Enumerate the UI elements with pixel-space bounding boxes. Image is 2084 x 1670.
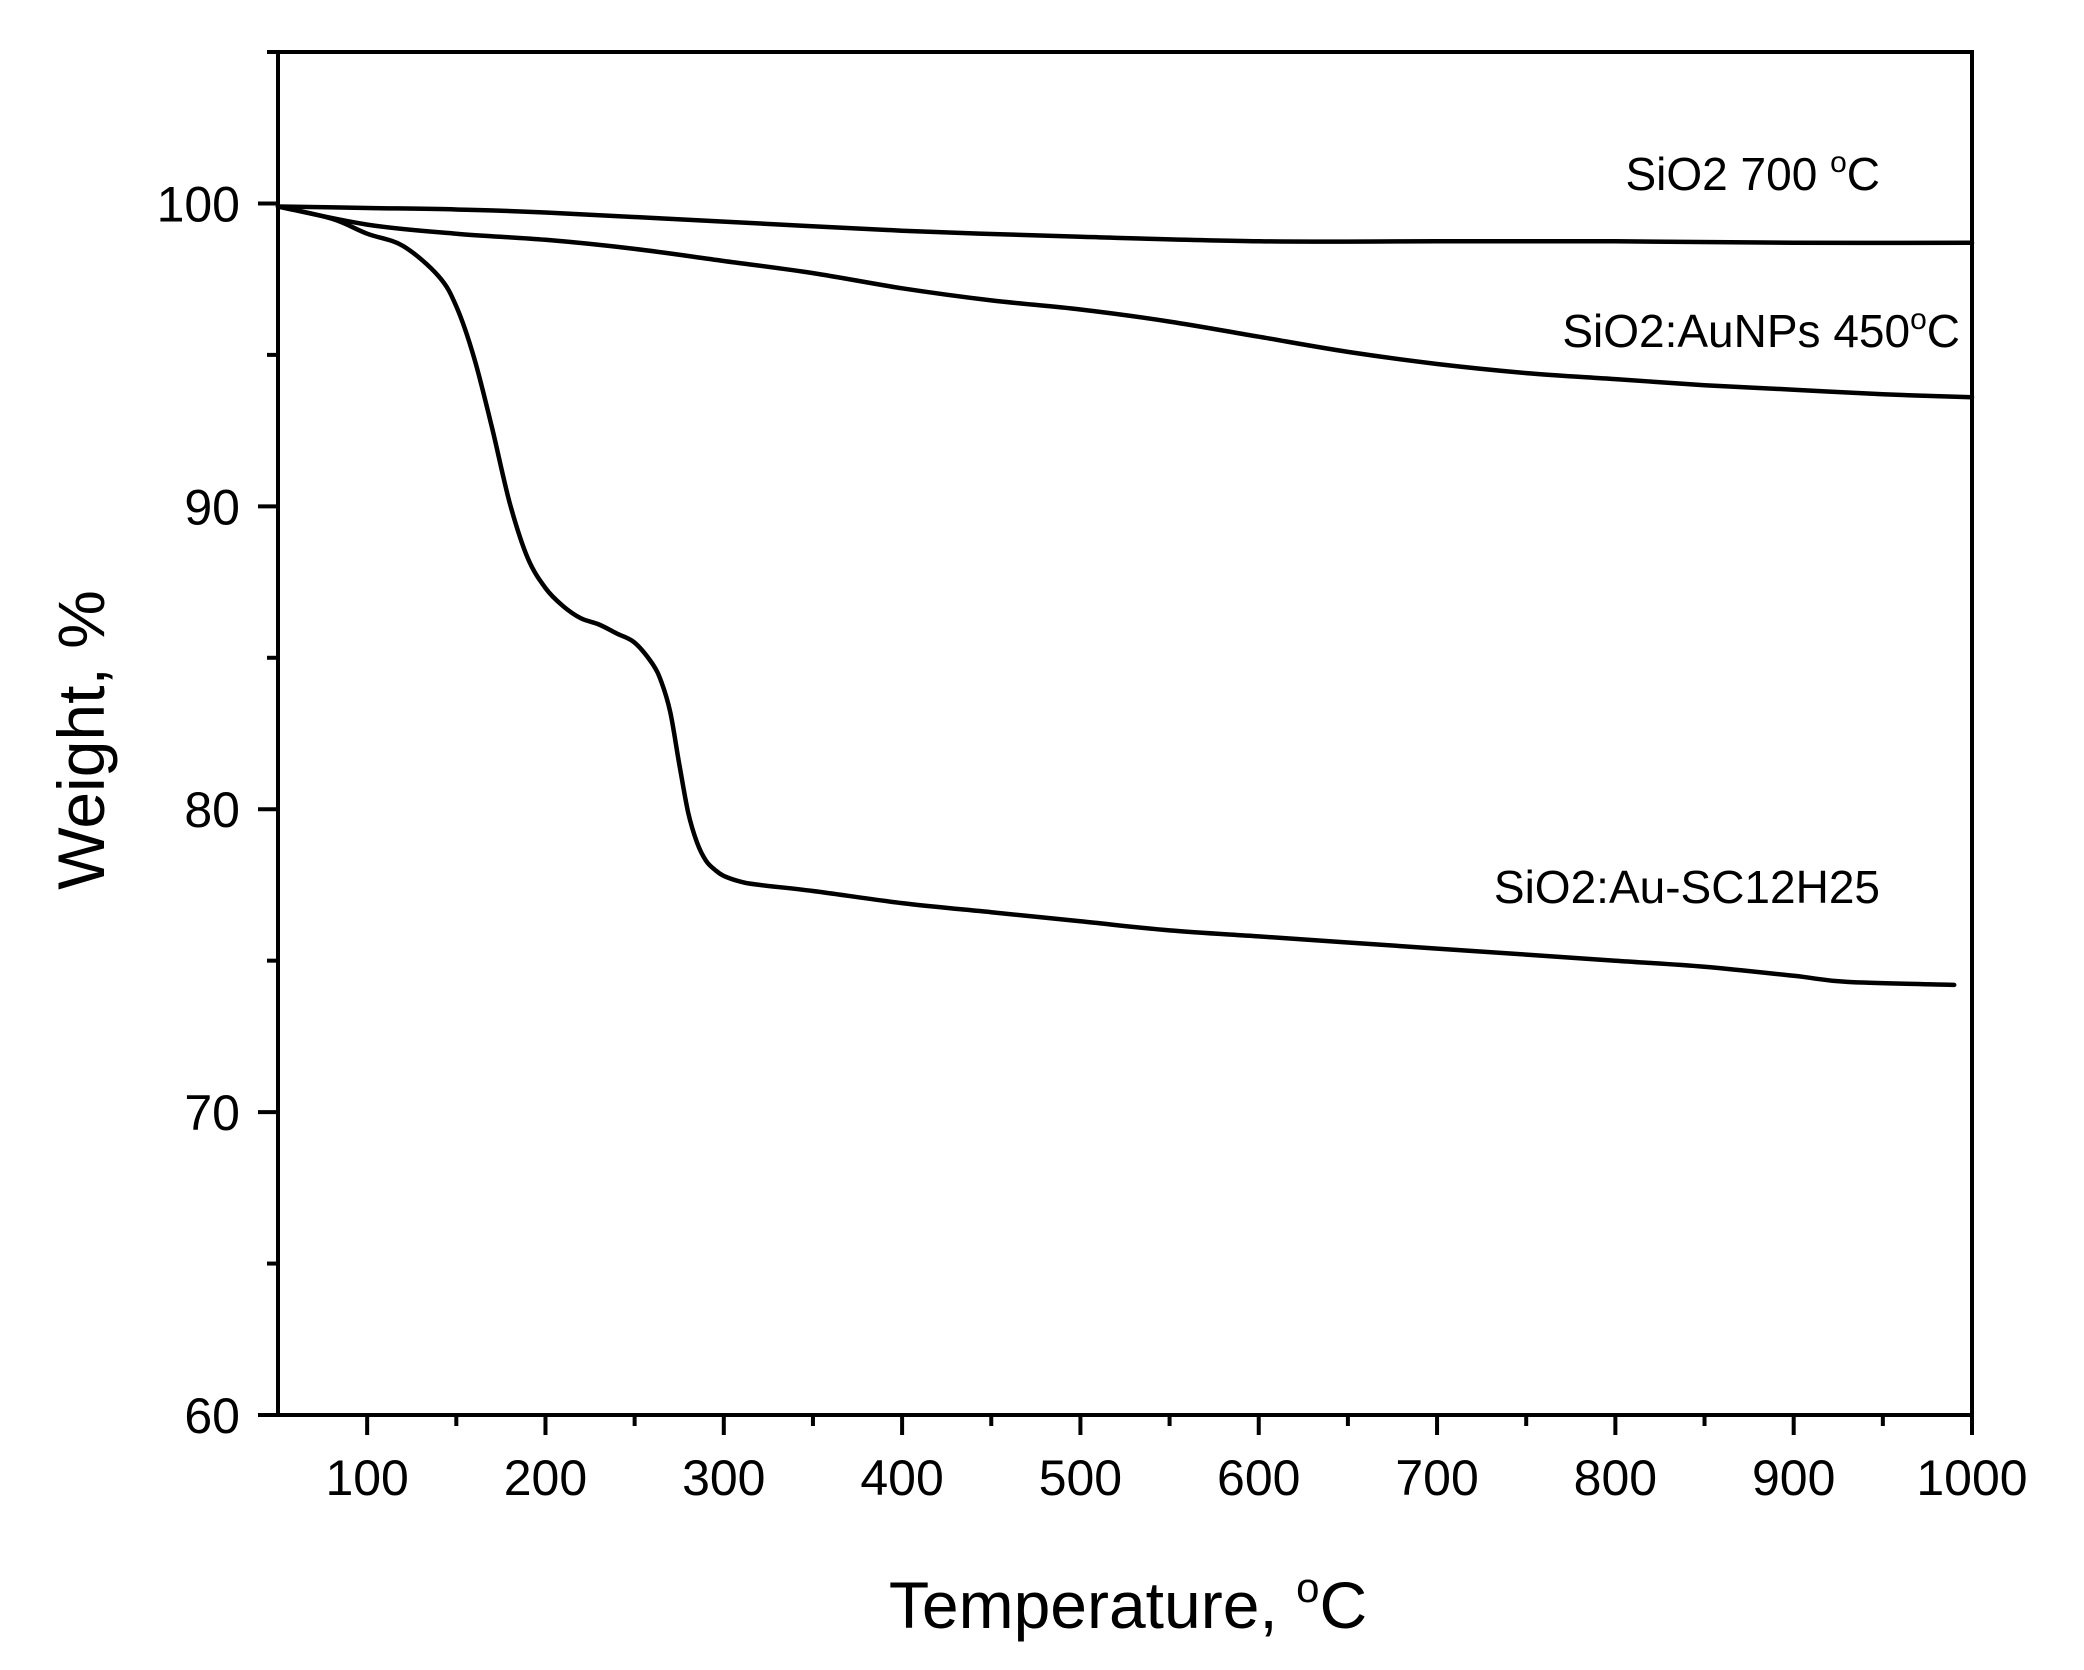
x-axis-tick-labels: 100 200 300 400 500 600 700 800 900 1000	[325, 1450, 2027, 1506]
x-axis-title: Temperature, oC	[889, 1564, 1367, 1642]
series-sio2-700-line	[275, 204, 1975, 246]
x-tick-label: 700	[1395, 1450, 1478, 1506]
plot-area: 100 200 300 400 500 600 700 800 900 1000 60 70 80 90…	[157, 50, 2028, 1506]
series-sio2-au-sc12h25-line	[275, 204, 1957, 988]
y-tick-label: 100	[157, 176, 240, 232]
x-tick-label: 300	[682, 1450, 765, 1506]
series-sio2-aunps-450-label: SiO2:AuNPs 450oC	[1562, 303, 1960, 357]
y-axis-ticks	[258, 50, 278, 1417]
y-tick-label: 90	[184, 479, 240, 535]
y-axis-tick-labels: 60 70 80 90 100	[157, 176, 240, 1444]
x-tick-label: 100	[325, 1450, 408, 1506]
x-tick-label: 1000	[1916, 1450, 2027, 1506]
x-tick-label: 500	[1039, 1450, 1122, 1506]
x-axis-ticks	[365, 1415, 1974, 1435]
x-tick-label: 900	[1752, 1450, 1835, 1506]
y-tick-label: 80	[184, 782, 240, 838]
y-axis-title: Weight, %	[44, 590, 118, 890]
series-sio2-aunps-450-line	[275, 204, 1975, 400]
series-sio2-700-label: SiO2 700 oC	[1626, 146, 1881, 200]
x-tick-label: 600	[1217, 1450, 1300, 1506]
x-tick-label: 400	[860, 1450, 943, 1506]
x-tick-label: 800	[1574, 1450, 1657, 1506]
x-tick-label: 200	[504, 1450, 587, 1506]
y-tick-label: 70	[184, 1085, 240, 1141]
series-sio2-au-sc12h25-label: SiO2:Au-SC12H25	[1494, 861, 1880, 913]
series-labels: SiO2 700 oC SiO2:AuNPs 450oC SiO2:Au-SC12H…	[1494, 146, 1960, 913]
plot-frame	[276, 50, 1974, 1417]
series-lines	[275, 204, 1975, 988]
y-tick-label: 60	[184, 1388, 240, 1444]
